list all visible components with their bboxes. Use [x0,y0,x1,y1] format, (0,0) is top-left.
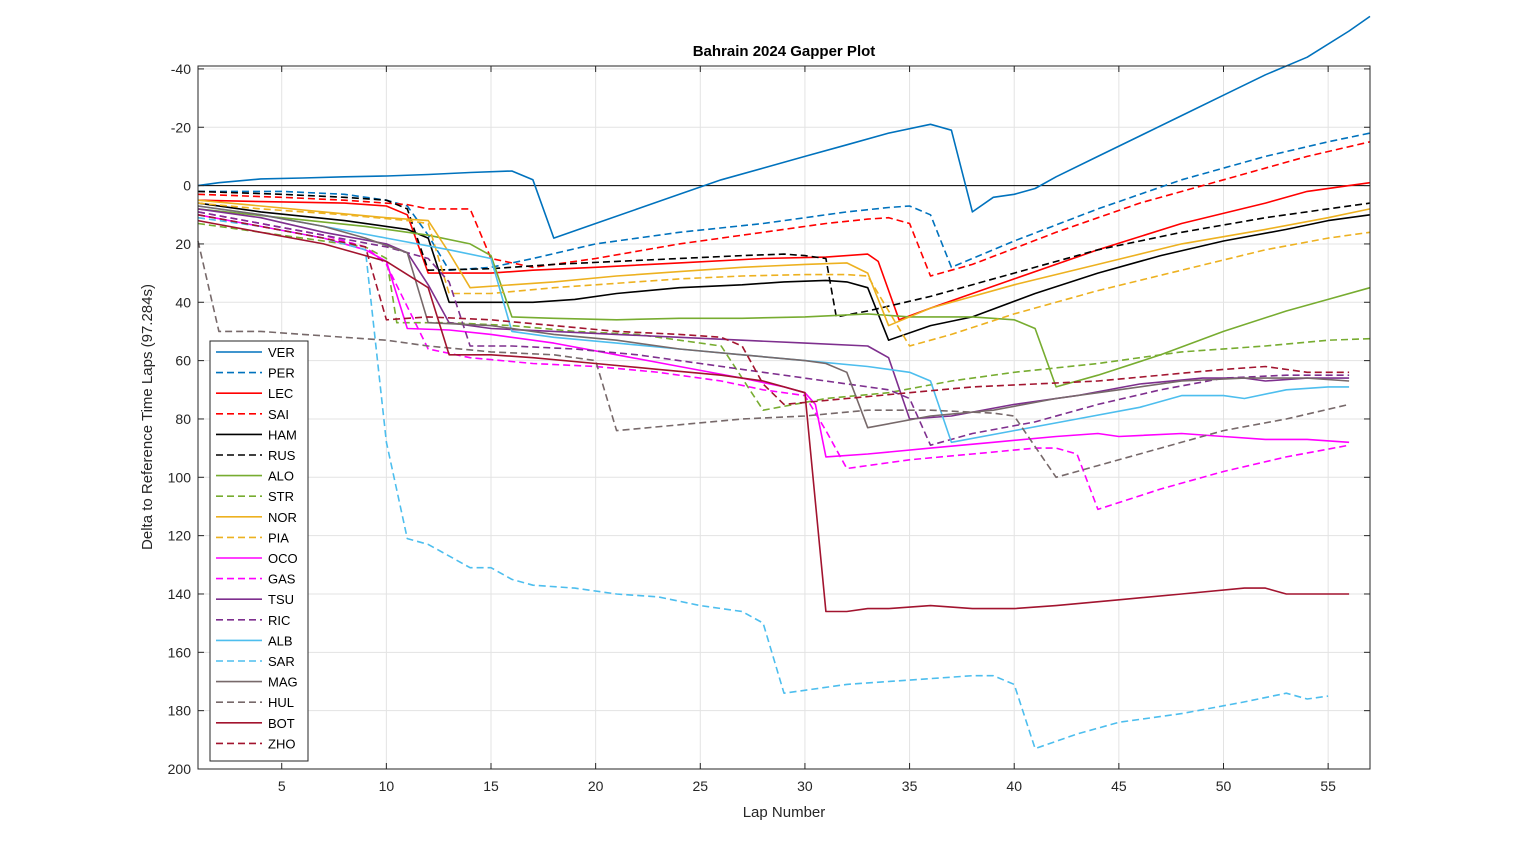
legend-label-ric: RIC [268,613,290,628]
series-line-sar [197,216,1329,750]
x-tick-label: 20 [588,778,604,794]
series-line-zho [197,214,1350,406]
y-tick-label: 0 [183,178,191,194]
legend-label-sai: SAI [268,407,289,422]
y-tick-label: 120 [168,528,192,544]
x-tick-label: 40 [1006,778,1022,794]
legend-label-gas: GAS [268,572,296,587]
x-tick-label: 15 [483,778,499,794]
y-tick-label: -20 [171,119,191,135]
chart-title: Bahrain 2024 Gapper Plot [693,43,876,60]
series-line-str [197,222,1371,412]
legend-label-hul: HUL [268,695,294,710]
legend-label-bot: BOT [268,716,295,731]
y-tick-label: 60 [175,353,191,369]
series-line-mag [197,205,1350,429]
series-line-ver [197,15,1371,239]
x-tick-label: 55 [1320,778,1336,794]
y-tick-label: 80 [175,411,191,427]
y-tick-label: 140 [168,586,192,602]
legend-label-ham: HAM [268,427,297,442]
x-tick-label: 25 [692,778,708,794]
x-tick-label: 30 [797,778,813,794]
series-line-rus [197,190,1371,318]
legend-label-rus: RUS [268,448,296,463]
y-tick-label: 40 [175,294,191,310]
x-tick-label: 5 [278,778,286,794]
series-line-ham [197,202,1371,342]
series-line-ric [197,211,1350,447]
series-line-sai [197,141,1371,277]
legend-label-ver: VER [268,345,295,360]
series-line-alo [197,208,1371,388]
y-tick-label: 180 [168,703,192,719]
x-axis-label: Lap Number [743,804,826,821]
y-tick-label: 20 [175,236,191,252]
x-tick-label: 50 [1216,778,1232,794]
series-line-bot [197,219,1350,613]
x-axis-ticks: 5 10 15 20 25 30 35 40 45 50 55 [278,66,1336,794]
x-tick-label: 45 [1111,778,1127,794]
legend-label-nor: NOR [268,510,297,525]
plot-background [198,66,1370,769]
series-line-nor [197,199,1371,327]
legend: VER PER LEC SAI HAM RUS ALO STR NOR PIA OCO GAS TSU R… [209,340,309,762]
x-tick-label: 10 [379,778,395,794]
plot-frame [197,65,1371,770]
series-line-pia [197,202,1371,347]
legend-label-str: STR [268,489,294,504]
legend-label-alo: ALO [268,469,294,484]
legend-label-sar: SAR [268,654,295,669]
legend-label-alb: ALB [268,633,293,648]
legend-label-mag: MAG [268,675,298,690]
legend-label-lec: LEC [268,386,293,401]
legend-label-zho: ZHO [268,736,295,751]
legend-box [209,340,309,762]
y-axis-label: Delta to Reference Time Laps (97.284s) [139,284,156,550]
x-tick-label: 35 [902,778,918,794]
series-line-alb [197,205,1350,444]
y-tick-label: -40 [171,61,191,77]
legend-label-per: PER [268,366,295,381]
series-line-hul [197,240,1350,479]
legend-label-oco: OCO [268,551,298,566]
series-layer [197,15,1371,750]
y-axis-ticks: -40 -20 0 20 40 60 80 100 120 140 160 180 200 [168,61,1370,777]
legend-label-pia: PIA [268,530,289,545]
y-tick-label: 160 [168,644,192,660]
y-tick-label: 200 [168,761,192,777]
y-tick-label: 100 [168,469,192,485]
series-line-lec [197,181,1371,321]
legend-label-tsu: TSU [268,592,294,607]
